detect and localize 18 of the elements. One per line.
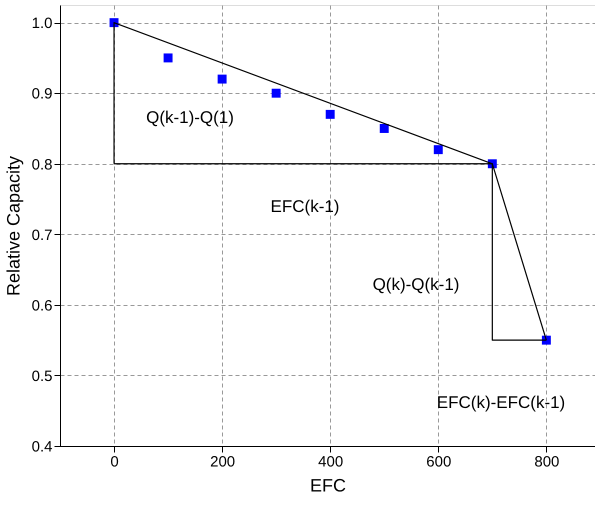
annotation: Q(k-1)-Q(1)	[146, 108, 234, 127]
x-tick-label: 800	[534, 454, 560, 470]
y-tick-label: 0.9	[32, 86, 52, 103]
x-tick-label: 400	[318, 454, 344, 470]
x-tick-label: 0	[110, 454, 119, 470]
x-tick-label: 200	[210, 454, 236, 470]
y-axis-title: Relative Capacity	[4, 156, 24, 296]
annotation: EFC(k-1)	[270, 197, 340, 216]
annotation: EFC(k)-EFC(k-1)	[436, 393, 566, 412]
y-tick-label: 0.4	[32, 438, 52, 456]
y-tick-label: 1.0	[32, 15, 52, 32]
y-tick-label: 0.8	[32, 156, 52, 174]
annotation: Q(k)-Q(k-1)	[372, 275, 460, 294]
x-tick-label: 600	[426, 454, 452, 470]
x-axis-title: EFC	[310, 476, 346, 496]
y-tick-label: 0.5	[32, 368, 52, 385]
y-tick-label: 0.7	[32, 226, 52, 244]
y-tick-label: 0.6	[32, 297, 52, 314]
